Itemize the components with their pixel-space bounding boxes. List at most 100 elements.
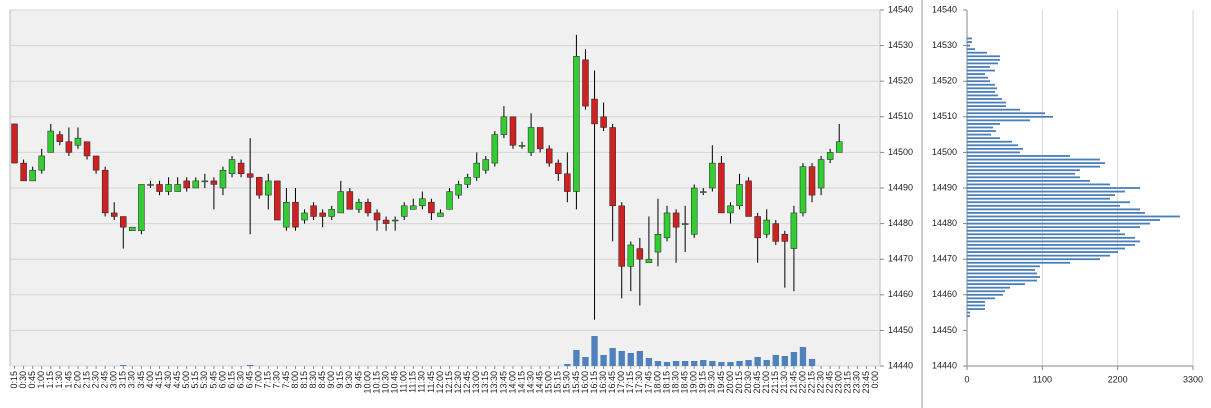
x-tick-label: 5:30 bbox=[199, 371, 209, 389]
profile-bar bbox=[967, 258, 1100, 261]
x-tick-label: 4:45 bbox=[172, 371, 182, 389]
x-tick-label: 10:15 bbox=[371, 371, 381, 394]
x-tick-label: 18:15 bbox=[661, 371, 671, 394]
x-tick-label: 13:15 bbox=[480, 371, 490, 394]
candle-body bbox=[817, 159, 825, 189]
volume-bar bbox=[700, 360, 707, 366]
candle-body bbox=[319, 212, 326, 217]
profile-bar bbox=[967, 308, 986, 310]
profile-bar bbox=[967, 62, 999, 65]
profile-bar bbox=[967, 133, 991, 136]
x-tick-label: 13:30 bbox=[489, 371, 499, 394]
y-tick-label: 14510 bbox=[888, 111, 913, 121]
profile-bar bbox=[967, 233, 1125, 236]
x-tick-label: 8:15 bbox=[299, 371, 309, 389]
volume-bar bbox=[582, 357, 589, 366]
profile-bar bbox=[967, 90, 996, 93]
x-tick-label: 1:00 bbox=[36, 371, 46, 389]
candle-body bbox=[700, 191, 707, 193]
profile-bar bbox=[967, 268, 1036, 271]
profile-bar bbox=[967, 169, 1080, 172]
x-tick-label: 22:00 bbox=[797, 371, 807, 394]
y-tick-label: 14530 bbox=[888, 40, 913, 50]
profile-bar bbox=[967, 236, 1135, 239]
candle-body bbox=[690, 187, 698, 235]
candle-body bbox=[219, 169, 227, 189]
candle-body bbox=[527, 127, 535, 153]
x-tick-label: 7:15 bbox=[263, 371, 273, 389]
profile-bar bbox=[967, 44, 971, 47]
x-tick-label: 8:30 bbox=[308, 371, 318, 389]
candle-body bbox=[428, 201, 435, 214]
candle-body bbox=[663, 212, 671, 239]
x-tick-label: 0:45 bbox=[27, 371, 37, 389]
candle-body bbox=[83, 141, 91, 157]
candle-body bbox=[808, 166, 816, 196]
y-tick-label: 14490 bbox=[932, 182, 957, 192]
x-tick-label: 15:00 bbox=[544, 371, 554, 394]
y-tick-label: 14510 bbox=[932, 111, 957, 121]
x-tick-label: 23:30 bbox=[852, 371, 862, 394]
candle-body bbox=[446, 191, 453, 210]
volume-bar bbox=[609, 348, 616, 366]
volume-bar bbox=[564, 364, 571, 366]
profile-bar bbox=[967, 69, 996, 72]
x-tick-label: 12:45 bbox=[462, 371, 472, 394]
profile-bar bbox=[967, 48, 976, 51]
x-tick-label: 22:45 bbox=[825, 371, 835, 394]
x-tick-label: 6:45 bbox=[245, 371, 255, 389]
volume-bar bbox=[573, 350, 580, 366]
candle-body bbox=[410, 205, 417, 210]
x-tick-label: 20:00 bbox=[725, 371, 735, 394]
x-tick-label: 7:00 bbox=[254, 371, 264, 389]
x-tick-label: 0:30 bbox=[18, 371, 28, 389]
candle-body bbox=[645, 258, 653, 264]
volume-bar bbox=[808, 359, 816, 366]
candle-body bbox=[174, 184, 181, 192]
candle-body bbox=[573, 56, 580, 192]
volume-bar bbox=[627, 353, 634, 366]
profile-bar bbox=[967, 247, 1125, 250]
candle-body bbox=[654, 234, 662, 253]
profile-bar bbox=[967, 279, 1037, 282]
volume-bar bbox=[736, 361, 743, 366]
profile-bar bbox=[967, 83, 996, 86]
x-tick-label: 19:00 bbox=[689, 371, 699, 394]
x-tick-label: 10:00 bbox=[362, 371, 372, 394]
volume-bar bbox=[709, 361, 716, 366]
x-tick-label: 10:30 bbox=[380, 371, 390, 394]
x-tick-label: 17:00 bbox=[616, 371, 626, 394]
profile-bar bbox=[967, 219, 1160, 221]
candle-body bbox=[455, 184, 462, 196]
profile-bar bbox=[967, 58, 1001, 61]
candle-body bbox=[92, 155, 100, 171]
y-tick-label: 14450 bbox=[888, 325, 913, 335]
profile-bar bbox=[967, 315, 971, 318]
y-tick-label: 14450 bbox=[932, 325, 957, 335]
x-tick-label: 3300 bbox=[1183, 374, 1203, 384]
x-tick-label: 20:15 bbox=[734, 371, 744, 394]
profile-bar bbox=[967, 222, 1150, 225]
profile-bar bbox=[967, 172, 1076, 175]
candle-body bbox=[11, 123, 18, 164]
candle-body bbox=[627, 244, 635, 267]
candle-body bbox=[799, 166, 807, 214]
candle-body bbox=[781, 234, 789, 242]
candle-body bbox=[364, 201, 372, 214]
profile-bar bbox=[967, 55, 1001, 58]
candle-body bbox=[138, 184, 145, 231]
y-tick-label: 14500 bbox=[888, 147, 913, 157]
profile-bar bbox=[967, 290, 1006, 293]
profile-bar bbox=[967, 119, 1031, 122]
candle-body bbox=[38, 155, 45, 171]
profile-bar bbox=[967, 101, 1006, 104]
candle-body bbox=[110, 212, 118, 217]
profile-bar bbox=[967, 108, 1021, 111]
x-tick-label: 1:45 bbox=[63, 371, 73, 389]
profile-bar bbox=[967, 297, 996, 300]
x-tick-label: 3:30 bbox=[127, 371, 137, 389]
x-tick-label: 6:30 bbox=[235, 371, 245, 389]
profile-bar bbox=[967, 165, 1100, 168]
x-tick-label: 9:30 bbox=[344, 371, 354, 389]
x-tick-label: 4:00 bbox=[145, 371, 155, 389]
